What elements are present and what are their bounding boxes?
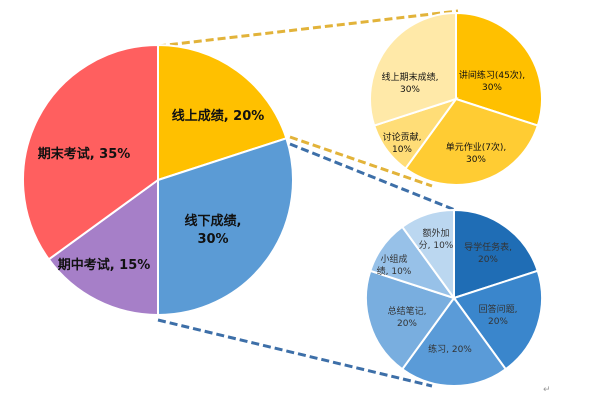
connector-line-offline-top <box>289 142 461 214</box>
main-pie-label-1: 线下成绩, 30% <box>185 213 242 247</box>
main-pie: 线上成绩, 20% 线下成绩, 30% 期中考试, 15% 期末考试, 35% <box>22 43 294 317</box>
connector-line-online-top <box>157 9 459 48</box>
online-pie-label-3: 线上期末成绩, 30% <box>382 71 439 95</box>
main-pie-label-0: 线上成绩, 20% <box>172 108 265 124</box>
offline-pie-label-2: 练习, 20% <box>428 343 472 355</box>
main-pie-label-2: 期中考试, 15% <box>58 257 151 273</box>
offline-pie-label-5: 额外加分, 10% <box>419 227 454 251</box>
online-pie-slice-0 <box>455 11 543 127</box>
connector-lines <box>157 9 461 388</box>
offline-pie-slice-2 <box>400 296 508 387</box>
main-pie-slice-0 <box>157 43 288 182</box>
offline-pie-label-4: 小组成绩, 10% <box>377 253 412 277</box>
online-pie-label-2: 讨论贡献, 10% <box>383 131 422 155</box>
cursor-mark: ↵ <box>543 385 551 395</box>
main-pie-slice-3 <box>22 43 159 261</box>
online-breakdown-pie: 讲间练习(45次), 30% 单元作业(7次), 30% 讨论贡献, 10% 线上期末成绩,… <box>369 11 543 186</box>
main-pie-slice-1 <box>157 137 294 317</box>
online-pie-label-1: 单元作业(7次), 30% <box>446 141 507 165</box>
online-pie-slice-1 <box>404 97 540 186</box>
offline-pie-slice-1 <box>452 269 543 371</box>
offline-pie-label-1: 回答问题, 20% <box>479 303 518 327</box>
offline-pie-slice-5 <box>400 208 455 302</box>
offline-pie-slice-0 <box>453 208 539 300</box>
offline-pie-slice-3 <box>365 269 456 371</box>
connector-line-offline-bottom <box>157 318 433 388</box>
offline-pie-label-0: 导学任务表, 20% <box>464 241 512 265</box>
connector-line-online-bottom <box>289 135 433 188</box>
main-pie-slice-2 <box>47 178 159 317</box>
offline-pie-label-3: 总结笔记, 20% <box>388 305 427 329</box>
main-pie-label-3: 期末考试, 35% <box>38 146 131 162</box>
offline-breakdown-pie: 导学任务表, 20% 回答问题, 20% 练习, 20% 总结笔记, 20% 小组成绩, 10… <box>365 208 543 387</box>
online-pie-slice-3 <box>369 11 457 127</box>
online-pie-label-0: 讲间练习(45次), 30% <box>459 69 525 93</box>
